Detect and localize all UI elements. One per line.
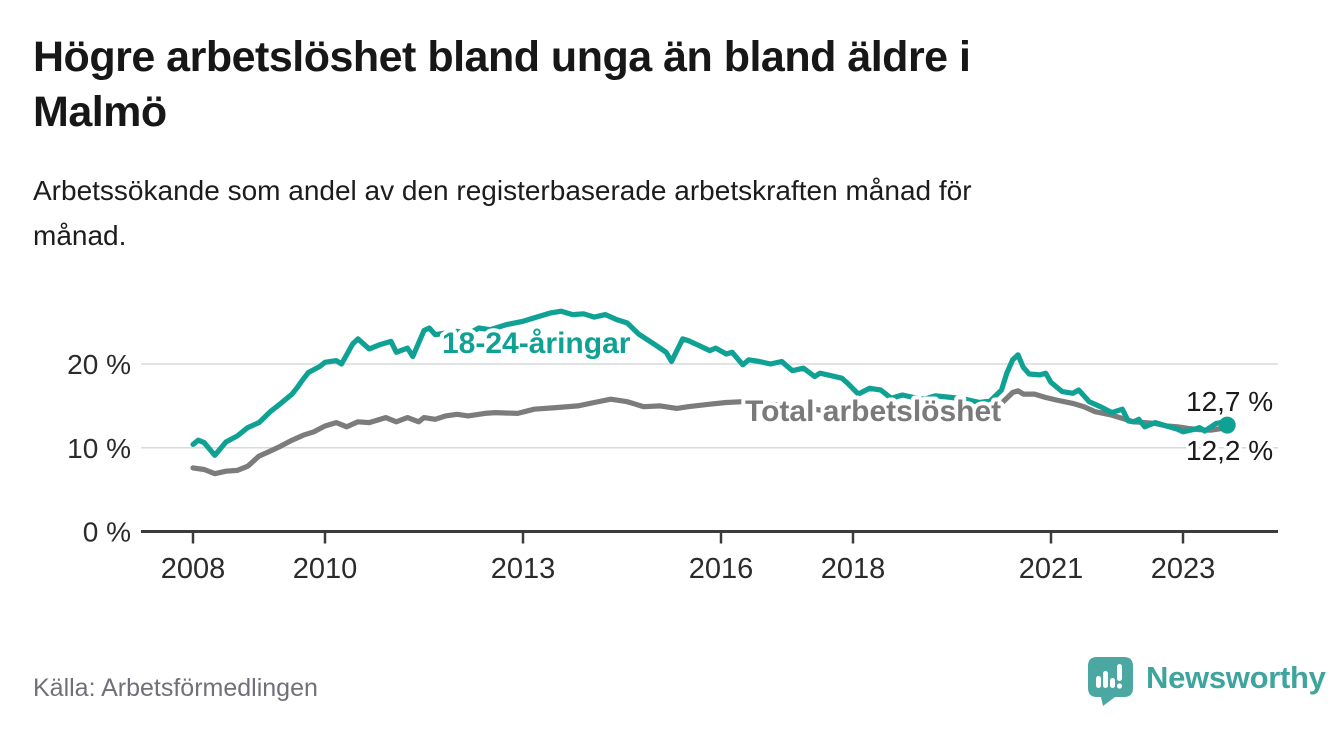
page-title: Högre arbetslöshet bland unga än bland ä… — [33, 30, 1273, 140]
newsworthy-logo: Newsworthy — [1088, 657, 1326, 706]
page-subtitle: Arbetssökande som andel av den registerb… — [33, 168, 1233, 258]
series-line-total — [190, 388, 1230, 477]
end-value-label-young: 12,7 % — [1186, 386, 1273, 417]
x-axis-tick-label: 2010 — [293, 553, 358, 585]
series-end-dot — [1218, 416, 1236, 434]
x-axis-tick-label: 2018 — [821, 553, 886, 585]
y-axis-tick-label: 20 % — [67, 349, 131, 380]
page-title-line: Malmö — [33, 88, 167, 136]
source-note: Källa: Arbetsförmedlingen — [33, 674, 318, 702]
axis-layer: 0 % 10 % 20 % 2008 2010 2013 2016 2018 2021 2023 — [67, 349, 1278, 585]
x-axis-tick-label: 2008 — [161, 553, 226, 585]
x-axis-tick-label: 2021 — [1019, 553, 1084, 585]
series-label-total: Total arbetslöshet — [745, 395, 1001, 428]
x-axis-tick-label: 2013 — [491, 553, 556, 585]
page-title-line: Högre arbetslöshet bland unga än bland ä… — [33, 33, 971, 81]
brand-name: Newsworthy — [1146, 660, 1326, 695]
newsworthy-logo-icon — [1088, 657, 1133, 706]
page-subtitle-line: månad. — [33, 220, 127, 251]
page-subtitle-line: Arbetssökande som andel av den registerb… — [33, 175, 972, 206]
x-axis-tick-label: 2016 — [689, 553, 754, 585]
series-layer — [190, 308, 1236, 477]
bar-chart-glyph — [1096, 664, 1123, 689]
y-axis-tick-label: 10 % — [67, 433, 131, 464]
x-axis-tick-label: 2023 — [1151, 553, 1216, 585]
chart-labels-layer: 18-24-åringar Total arbetslöshet 12,7 % 12,… — [438, 323, 1276, 469]
series-line-young — [190, 308, 1230, 458]
y-axis-tick-label: 0 % — [83, 517, 131, 548]
end-value-label-total: 12,2 % — [1186, 435, 1273, 466]
series-label-young: 18-24-åringar — [442, 327, 631, 360]
